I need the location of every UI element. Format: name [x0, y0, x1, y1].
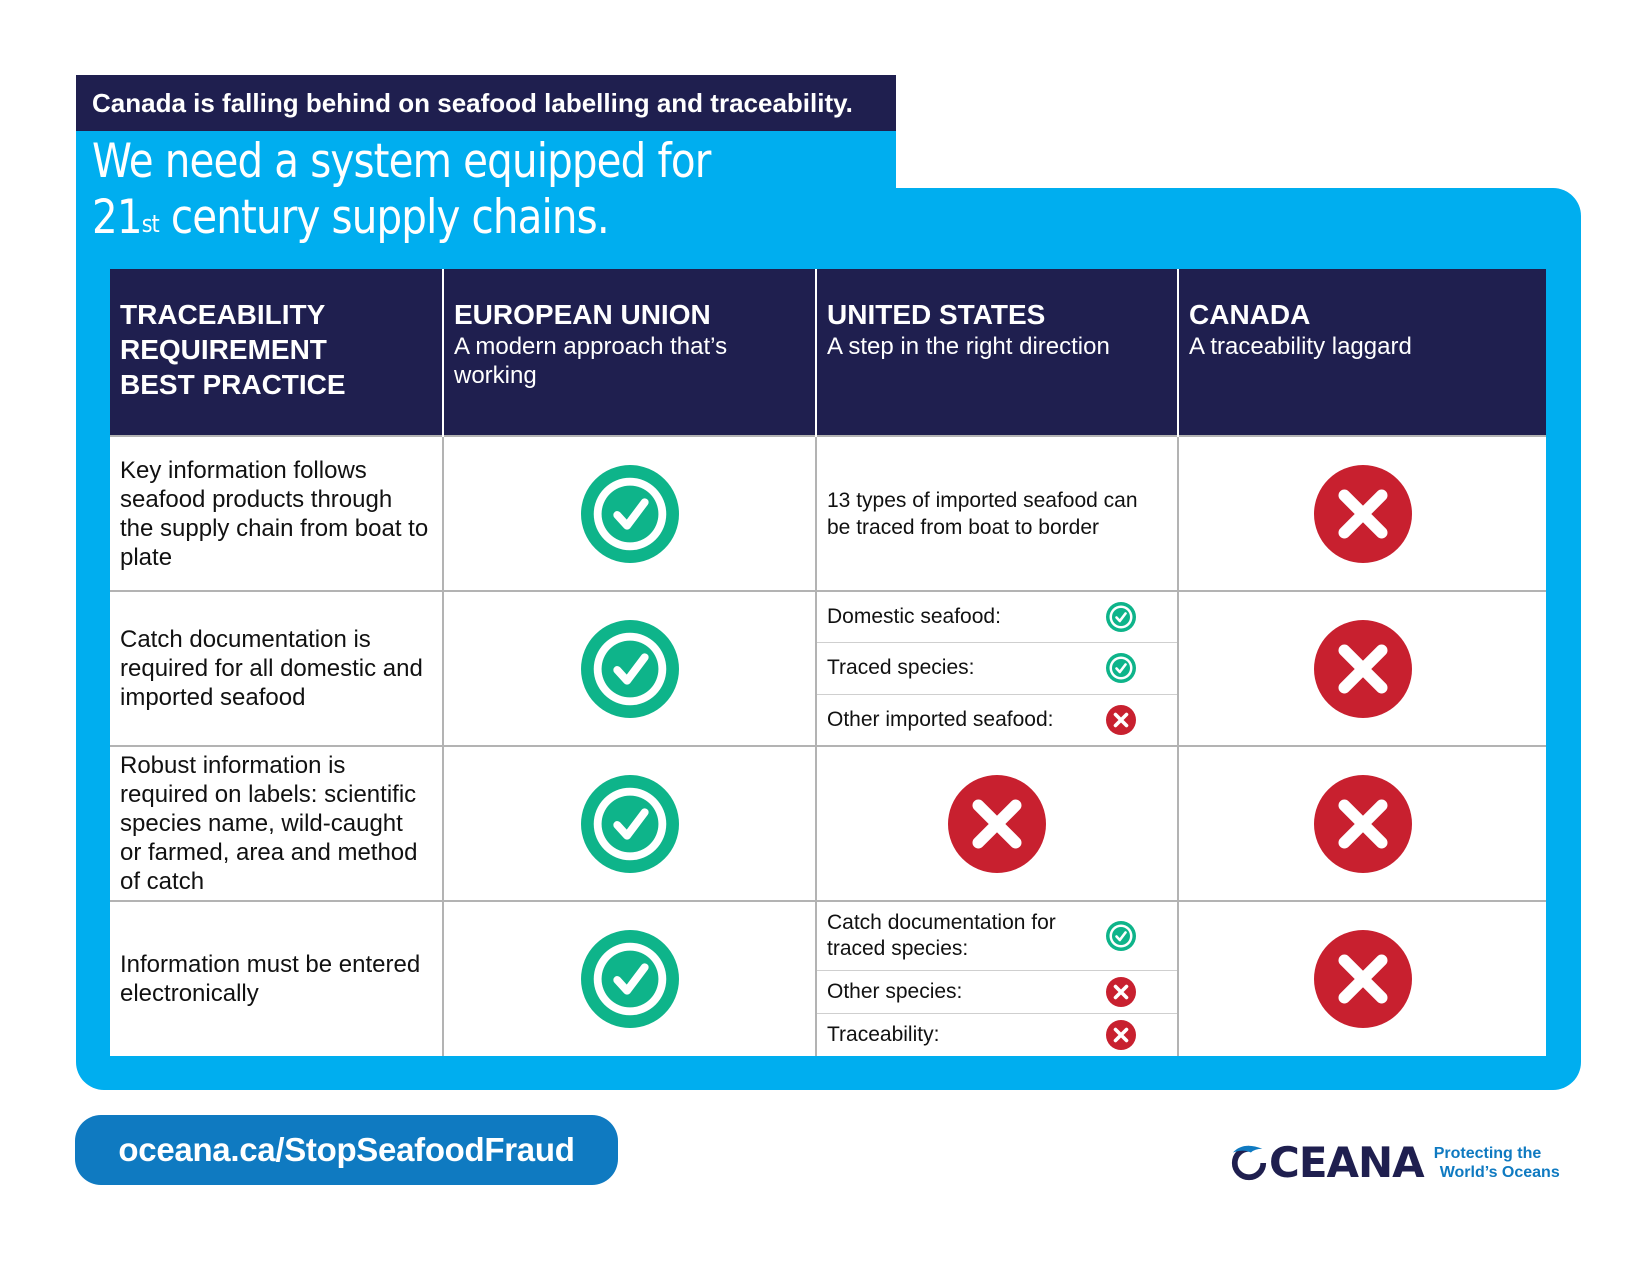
cross-circle-icon	[1313, 774, 1412, 873]
us-breakdown-item: Traced species:	[817, 642, 1177, 695]
canada-cell	[1177, 590, 1546, 746]
logo-tagline: Protecting the World’s Oceans	[1434, 1144, 1560, 1182]
us-item-label: Other imported seafood:	[817, 693, 1105, 745]
us-cell: Catch documentation for traced species: …	[815, 900, 1178, 1056]
cross-circle-icon	[1106, 1020, 1136, 1051]
cross-circle-icon	[1106, 977, 1136, 1008]
table-row: Robust information is required on labels…	[110, 745, 1546, 901]
us-breakdown-item: Traceability:	[817, 1013, 1177, 1056]
logo-tagline-line-1: Protecting the	[1433, 1145, 1542, 1162]
column-title: TRACEABILITY REQUIREMENT BEST PRACTICE	[120, 299, 346, 400]
requirement-cell: Key information follows seafood products…	[110, 435, 443, 591]
column-title: UNITED STATES	[827, 299, 1046, 330]
requirement-text: Key information follows seafood products…	[120, 456, 429, 571]
table-row: Catch documentation is required for all …	[110, 590, 1546, 746]
us-cell: 13 types of imported seafood can be trac…	[815, 435, 1178, 591]
eu-cell	[442, 590, 816, 746]
us-item-label: Other species:	[817, 970, 1105, 1014]
campaign-url-text[interactable]: oceana.ca/StopSeafoodFraud	[118, 1131, 575, 1168]
requirement-cell: Information must be entered electronical…	[110, 900, 443, 1056]
cross-circle-icon	[1313, 464, 1412, 563]
table-row: Information must be entered electronical…	[110, 900, 1546, 1056]
column-header-us: UNITED STATES A step in the right direct…	[815, 269, 1178, 436]
check-circle-icon	[580, 774, 679, 873]
us-breakdown-item: Catch documentation for traced species:	[817, 902, 1177, 971]
canada-cell	[1177, 745, 1546, 901]
eu-cell	[442, 900, 816, 1056]
oceana-logo: CEANA Protecting the World’s Oceans	[1230, 1140, 1560, 1186]
column-subtitle: A modern approach that’s working	[454, 333, 728, 389]
us-item-label: Traceability:	[817, 1013, 1105, 1056]
headline-line-1: We need a system equipped for	[92, 134, 711, 189]
check-circle-icon	[1106, 921, 1136, 951]
requirement-text: Information must be entered electronical…	[120, 951, 421, 1007]
column-header-requirement: TRACEABILITY REQUIREMENT BEST PRACTICE	[110, 269, 443, 436]
us-cell	[815, 745, 1178, 901]
check-circle-icon	[580, 619, 679, 718]
column-title: EUROPEAN UNION	[454, 299, 711, 330]
canada-cell	[1177, 435, 1546, 591]
us-breakdown-item: Domestic seafood:	[817, 592, 1177, 643]
column-header-canada: CANADA A traceability laggard	[1177, 269, 1546, 436]
check-circle-icon	[1106, 653, 1136, 684]
us-cell: Domestic seafood: Traced species:	[815, 590, 1178, 746]
table-row: Key information follows seafood products…	[110, 435, 1546, 591]
cross-circle-icon	[948, 774, 1046, 873]
logo-text: CEANA	[1269, 1138, 1425, 1187]
eu-cell	[442, 745, 816, 901]
tagline-banner: Canada is falling behind on seafood labe…	[76, 75, 896, 131]
us-breakdown-item: Other species:	[817, 970, 1177, 1014]
dolphin-o-logo-icon	[1231, 1145, 1267, 1181]
eu-cell	[442, 435, 816, 591]
column-header-eu: EUROPEAN UNION A modern approach that’s …	[442, 269, 816, 436]
check-circle-icon	[580, 464, 679, 563]
check-circle-icon	[1106, 602, 1136, 633]
cross-circle-icon	[1313, 930, 1412, 1028]
us-note: 13 types of imported seafood can be trac…	[827, 488, 1138, 539]
headline-superscript: st	[141, 210, 160, 238]
canada-cell	[1177, 900, 1546, 1056]
us-item-label: Traced species:	[817, 642, 1105, 695]
cross-circle-icon	[1313, 619, 1412, 718]
headline: We need a system equipped for 21st centu…	[92, 134, 711, 246]
us-breakdown: Catch documentation for traced species: …	[817, 902, 1177, 1056]
logo-tagline-line-2: World’s Oceans	[1439, 1164, 1560, 1181]
us-item-label: Catch documentation for traced species:	[827, 911, 1056, 960]
headline-number: 21	[92, 190, 143, 245]
table-header-row: TRACEABILITY REQUIREMENT BEST PRACTICE E…	[110, 269, 1546, 436]
us-item-label: Domestic seafood:	[827, 605, 1001, 629]
logo-wordmark: CEANA	[1230, 1138, 1425, 1187]
us-breakdown-item: Other imported seafood:	[817, 693, 1177, 745]
requirement-text: Robust information is required on labels…	[120, 752, 418, 895]
check-circle-icon	[580, 930, 679, 1028]
us-breakdown: Domestic seafood: Traced species:	[817, 592, 1177, 745]
cross-circle-icon	[1106, 704, 1136, 735]
column-title: CANADA	[1189, 299, 1311, 330]
headline-tab	[76, 131, 896, 191]
column-subtitle: A step in the right direction	[827, 333, 1110, 360]
column-subtitle: A traceability laggard	[1189, 333, 1412, 360]
requirement-cell: Catch documentation is required for all …	[110, 590, 443, 746]
tagline-text: Canada is falling behind on seafood labe…	[92, 87, 853, 118]
comparison-table: TRACEABILITY REQUIREMENT BEST PRACTICE E…	[110, 269, 1546, 1056]
headline-line-2: century supply chains.	[158, 190, 610, 245]
campaign-url-link[interactable]: oceana.ca/StopSeafoodFraud	[75, 1115, 618, 1185]
requirement-cell: Robust information is required on labels…	[110, 745, 443, 901]
requirement-text: Catch documentation is required for all …	[120, 626, 423, 711]
